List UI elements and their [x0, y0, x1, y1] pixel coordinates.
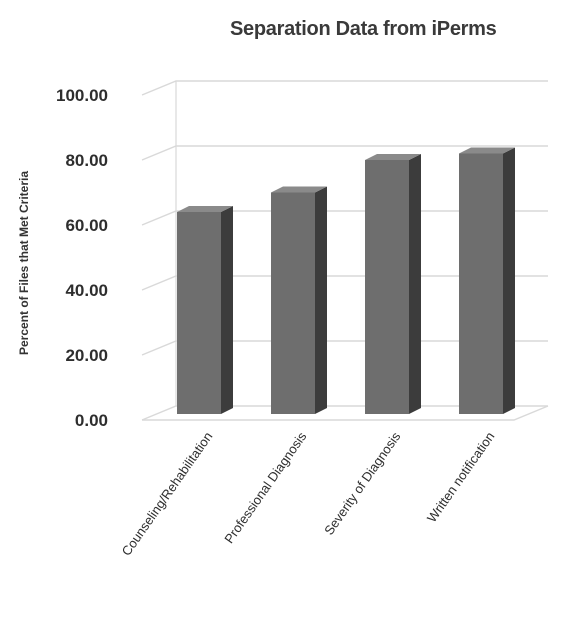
bar-top [459, 147, 515, 154]
y-tick-label: 20.00 [65, 346, 108, 365]
y-tick-label: 0.00 [75, 411, 108, 430]
bar-front [271, 192, 315, 414]
bar-side [221, 206, 233, 414]
bar [365, 154, 421, 414]
y-tick-label: 100.00 [56, 86, 108, 105]
category-label: Severity of Diagnosis [321, 429, 404, 538]
bar-side [409, 154, 421, 414]
category-labels: Counseling/Rehabilitation Professional Di… [119, 429, 498, 559]
bar-top [365, 154, 421, 160]
category-label: Counseling/Rehabilitation [119, 429, 216, 558]
y-tick-label: 80.00 [65, 151, 108, 170]
category-label: Professional Diagnosis [221, 429, 309, 546]
bar [271, 186, 327, 414]
bar [459, 147, 515, 414]
y-tick-label: 60.00 [65, 216, 108, 235]
bar-top [177, 206, 233, 212]
bar-side [503, 147, 515, 414]
bar [177, 206, 233, 414]
bar-front [459, 153, 503, 414]
floor-edge [142, 405, 549, 421]
chart-title: Separation Data from iPerms [230, 18, 497, 40]
bar-front [365, 160, 409, 414]
bar-side [315, 186, 327, 414]
y-tick-label: 40.00 [65, 281, 108, 300]
y-tick-labels: 0.00 20.00 40.00 60.00 80.00 100.00 [56, 86, 108, 430]
bar-front [177, 212, 221, 414]
gridline [141, 80, 548, 96]
gridlines [141, 80, 549, 421]
bar-top [271, 186, 327, 193]
bars [177, 147, 515, 414]
category-label: Written notification [424, 429, 497, 525]
